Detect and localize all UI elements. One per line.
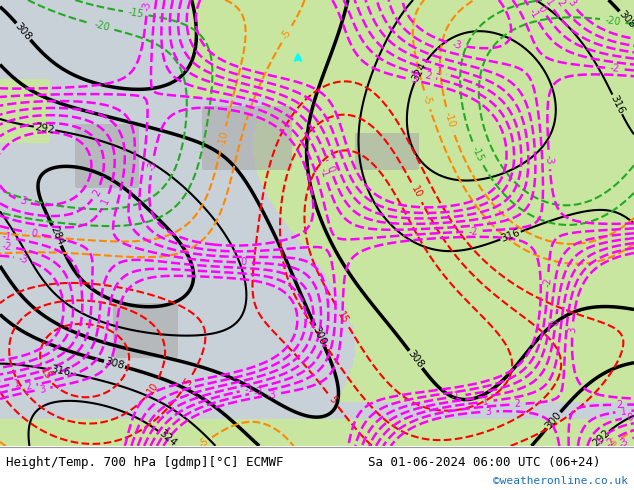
Text: 2: 2 xyxy=(514,399,521,409)
Text: 0: 0 xyxy=(550,318,561,326)
Text: -1: -1 xyxy=(450,391,462,402)
Text: -1: -1 xyxy=(318,167,330,179)
Text: -3: -3 xyxy=(544,154,555,165)
Text: 0: 0 xyxy=(325,164,336,173)
Text: 0: 0 xyxy=(536,3,548,14)
Text: 316: 316 xyxy=(608,93,626,116)
Text: -15: -15 xyxy=(470,144,486,163)
Text: 5: 5 xyxy=(182,376,194,387)
Text: 1: 1 xyxy=(435,67,443,78)
Text: 0: 0 xyxy=(626,412,633,423)
Text: 308: 308 xyxy=(616,9,634,30)
Text: 0: 0 xyxy=(241,257,247,268)
Text: -10: -10 xyxy=(443,110,456,128)
Text: 300: 300 xyxy=(543,410,564,431)
Text: 1: 1 xyxy=(543,0,555,8)
Text: -20: -20 xyxy=(93,20,111,33)
Text: -5: -5 xyxy=(197,436,210,450)
Text: 0: 0 xyxy=(30,228,38,239)
Text: ©weatheronline.co.uk: ©weatheronline.co.uk xyxy=(493,476,628,487)
Text: -1: -1 xyxy=(593,435,607,448)
Text: 2: 2 xyxy=(616,400,623,410)
Text: 308: 308 xyxy=(103,357,126,371)
Text: -2: -2 xyxy=(609,63,620,74)
Text: 2: 2 xyxy=(424,71,432,82)
Text: -3: -3 xyxy=(617,436,631,450)
Text: 15: 15 xyxy=(336,310,351,325)
Text: 3: 3 xyxy=(39,384,46,394)
Text: 308: 308 xyxy=(13,21,34,42)
Text: -5: -5 xyxy=(606,437,619,450)
Text: -5: -5 xyxy=(280,27,294,41)
Text: 1: 1 xyxy=(100,196,112,206)
Text: -2: -2 xyxy=(253,386,264,398)
Text: -2: -2 xyxy=(1,241,12,252)
Text: 5: 5 xyxy=(327,394,339,406)
Text: 10: 10 xyxy=(145,380,160,395)
Text: -5: -5 xyxy=(421,94,433,106)
Text: 324: 324 xyxy=(411,60,429,83)
Text: 3: 3 xyxy=(18,196,27,207)
Text: -3: -3 xyxy=(266,389,277,401)
Text: 308: 308 xyxy=(406,348,425,370)
Text: 3: 3 xyxy=(485,406,492,417)
Text: -1: -1 xyxy=(243,383,255,395)
Text: 3: 3 xyxy=(566,0,578,8)
Text: -1: -1 xyxy=(527,7,540,20)
Text: 316: 316 xyxy=(500,227,522,244)
Text: -3: -3 xyxy=(146,160,158,171)
Text: 292: 292 xyxy=(34,122,55,135)
Text: -20: -20 xyxy=(604,15,621,27)
Text: 324: 324 xyxy=(157,428,178,449)
Text: 316: 316 xyxy=(49,365,71,378)
Text: -10: -10 xyxy=(216,130,230,147)
Text: -1: -1 xyxy=(1,231,12,243)
Text: -3: -3 xyxy=(451,39,463,50)
Text: 2: 2 xyxy=(91,187,103,197)
Text: -3: -3 xyxy=(142,0,153,11)
Text: -3: -3 xyxy=(17,253,29,266)
Text: 10: 10 xyxy=(409,185,424,200)
Text: 3: 3 xyxy=(567,326,578,333)
Text: Height/Temp. 700 hPa [gdmp][°C] ECMWF: Height/Temp. 700 hPa [gdmp][°C] ECMWF xyxy=(6,456,284,469)
Text: -2: -2 xyxy=(468,226,478,237)
Text: -15: -15 xyxy=(127,7,145,20)
Text: 1: 1 xyxy=(482,396,489,407)
Text: 1: 1 xyxy=(13,378,21,389)
Text: 2: 2 xyxy=(25,381,33,392)
Text: 3: 3 xyxy=(410,74,418,86)
Text: 1: 1 xyxy=(620,406,627,416)
Text: Sa 01-06-2024 06:00 UTC (06+24): Sa 01-06-2024 06:00 UTC (06+24) xyxy=(368,456,600,469)
Text: 15: 15 xyxy=(38,367,53,382)
Text: -2: -2 xyxy=(604,436,618,450)
Text: 2: 2 xyxy=(554,0,566,8)
Text: 292: 292 xyxy=(590,428,612,449)
Text: -2: -2 xyxy=(543,277,553,287)
Text: 284: 284 xyxy=(48,224,65,247)
Text: 300: 300 xyxy=(311,324,328,346)
